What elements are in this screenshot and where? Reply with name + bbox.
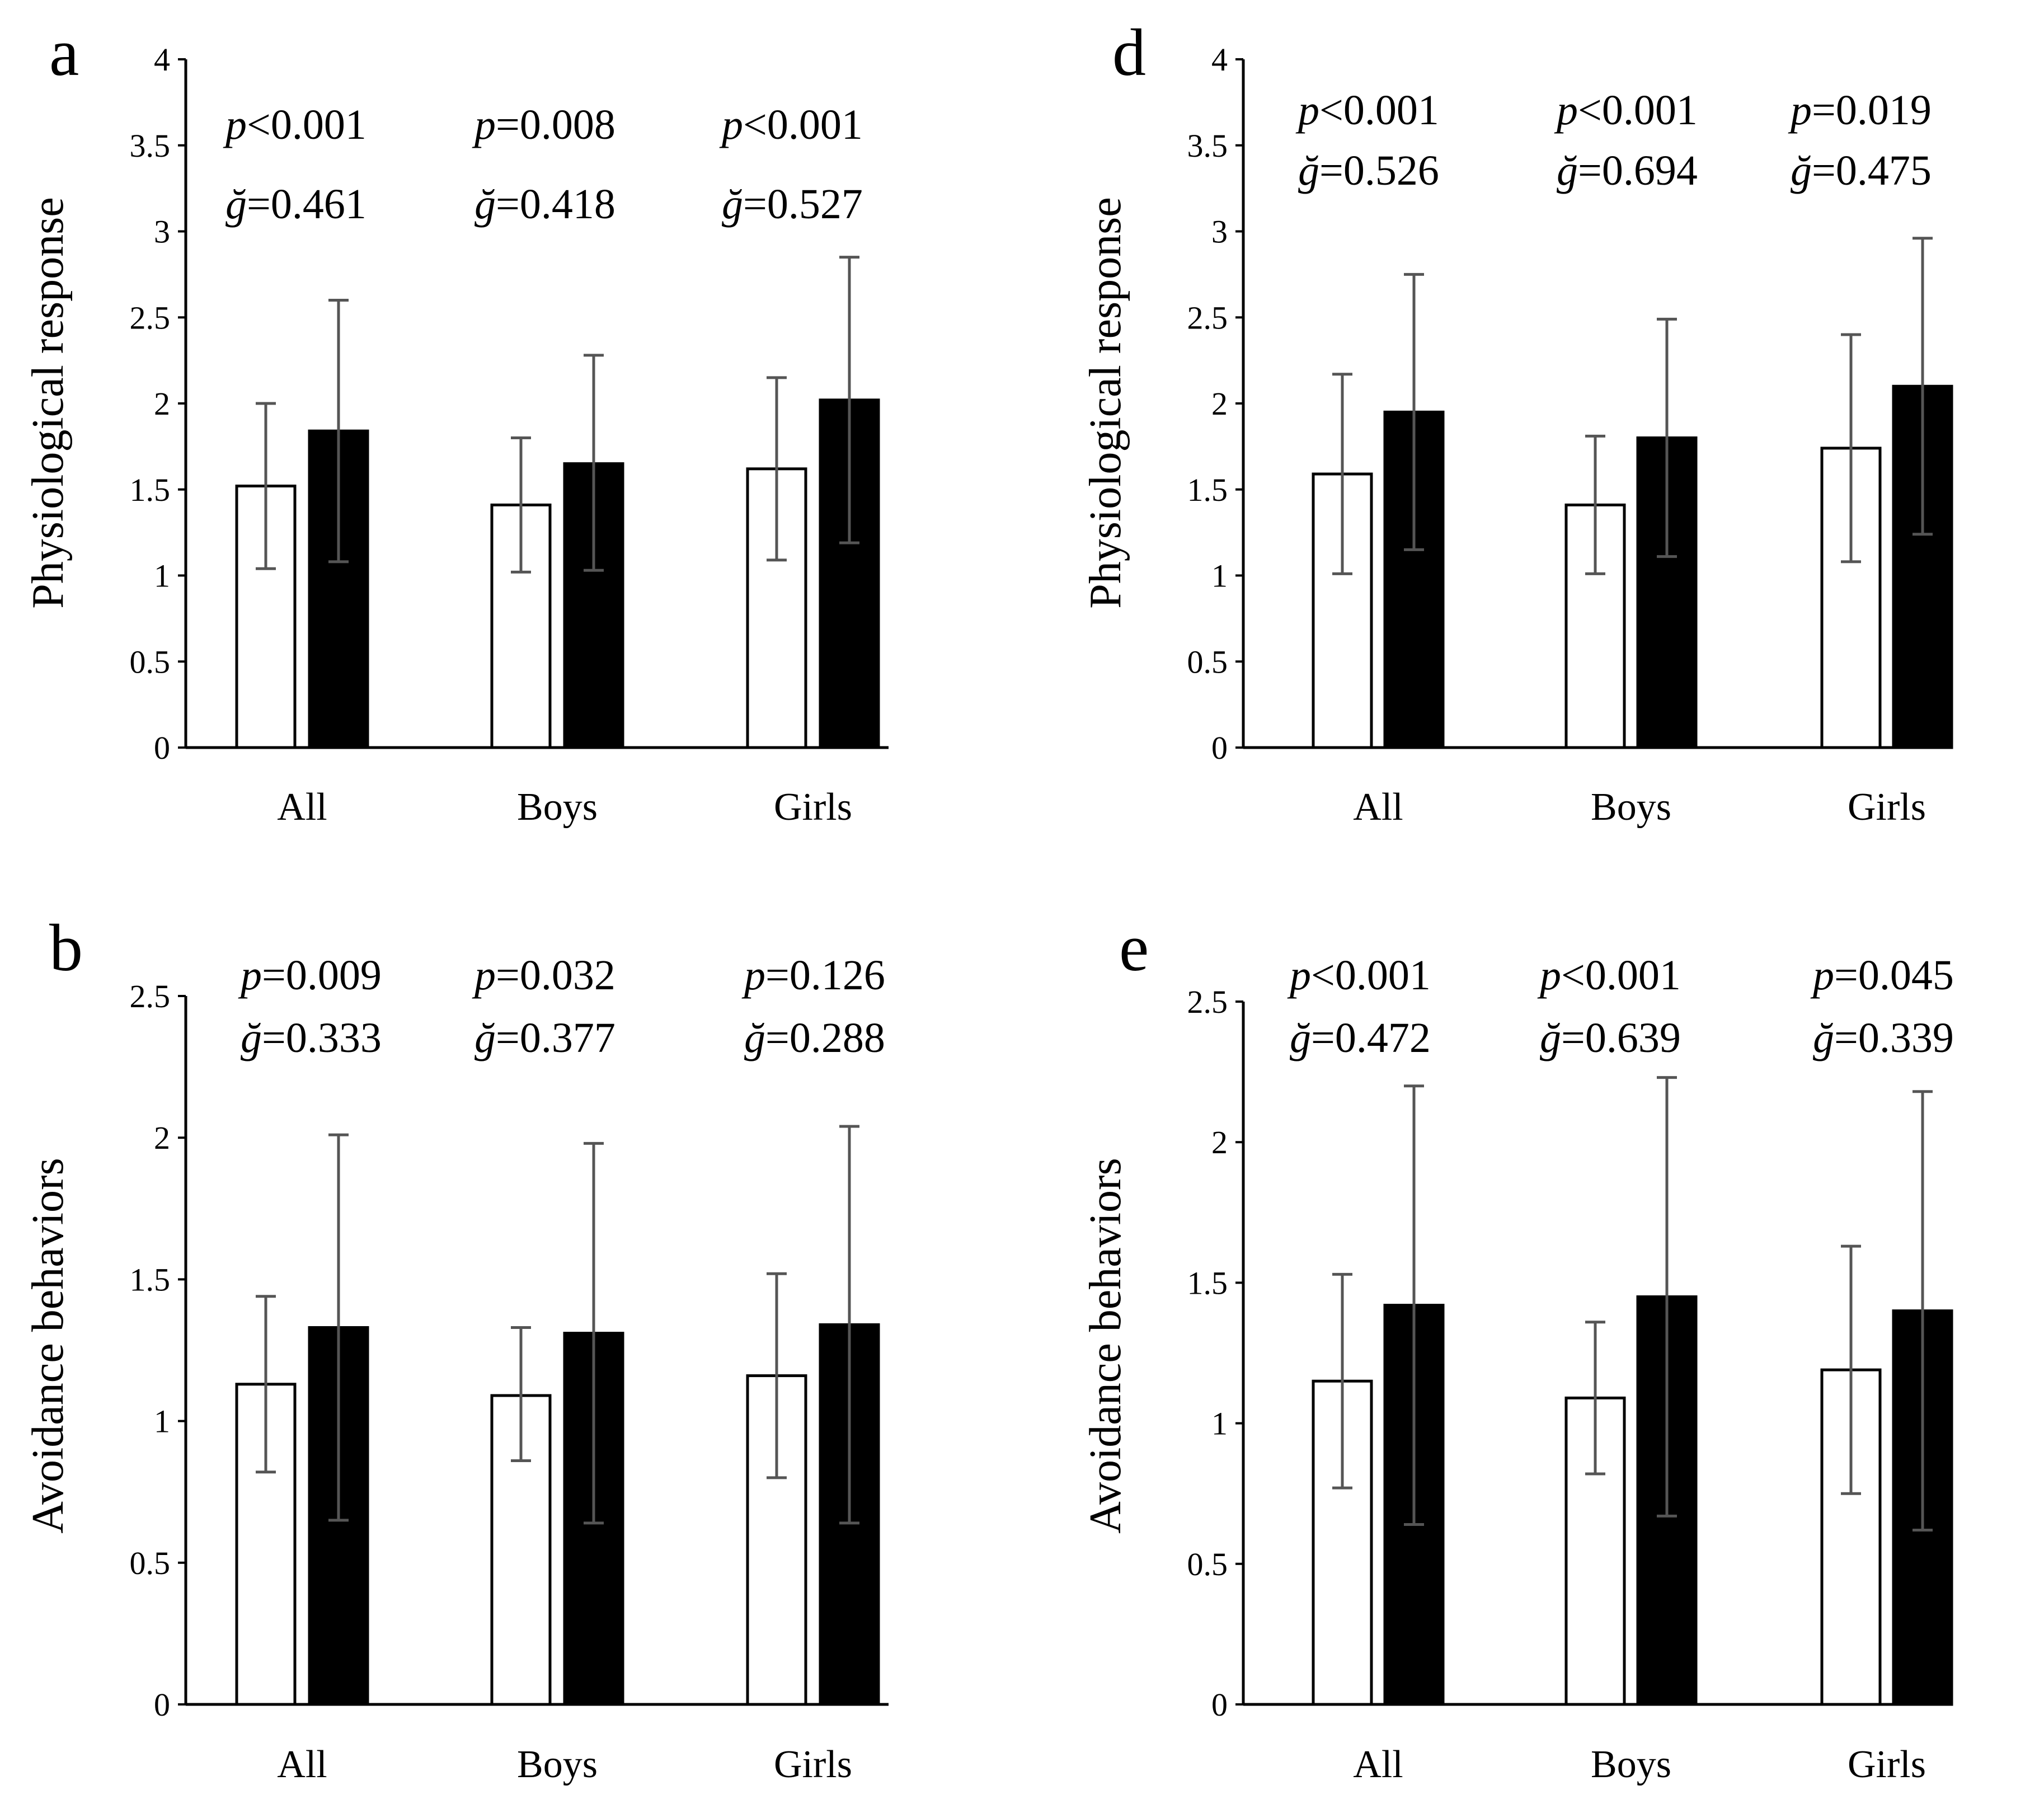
y-tick-label: 3	[1211, 214, 1228, 250]
chart-panel-b: b Avoidance behaviors 0 0.5 1 1.5 2 2.5 All p=0.0…	[24, 910, 889, 1786]
y-tick-label: 0	[154, 730, 170, 766]
effect-size-label: ğ=0.694	[1557, 147, 1698, 194]
y-tick-label: 4	[1211, 41, 1228, 78]
category-label: Boys	[517, 1743, 598, 1786]
y-tick-label: 0	[1211, 730, 1228, 766]
y-tick-label: 1.5	[130, 1261, 171, 1298]
effect-size-label: ğ=0.333	[241, 1014, 382, 1061]
effect-size-label: ğ=0.475	[1791, 147, 1932, 194]
effect-size-label: ğ=0.527	[722, 181, 863, 228]
y-tick-label: 2.5	[1187, 299, 1228, 336]
y-tick-label: 2.5	[130, 978, 171, 1014]
category-label: Girls	[1848, 1743, 1926, 1786]
p-value-label: p<0.001	[223, 101, 366, 148]
y-tick-label: 2	[1211, 386, 1228, 422]
effect-size-label: ğ=0.639	[1540, 1014, 1681, 1061]
effect-size-label: ğ=0.526	[1298, 147, 1439, 194]
effect-size-label: ğ=0.461	[225, 181, 366, 228]
p-value-label: p<0.001	[1537, 952, 1681, 999]
y-tick-label: 2.5	[130, 299, 171, 336]
effect-size-label: ğ=0.377	[474, 1014, 615, 1061]
y-tick-label: 4	[154, 41, 170, 78]
y-tick-label: 3.5	[1187, 128, 1228, 164]
y-tick-label: 2	[154, 1120, 170, 1156]
effect-size-label: ğ=0.288	[744, 1014, 885, 1061]
p-value-label: p=0.045	[1810, 952, 1954, 999]
effect-size-label: ğ=0.339	[1813, 1014, 1954, 1061]
panel-letter: e	[1119, 910, 1149, 985]
panel-letter: b	[49, 910, 83, 985]
y-tick-label: 1	[1211, 558, 1228, 594]
p-value-label: p<0.001	[719, 101, 863, 148]
p-value-label: p=0.009	[238, 952, 382, 999]
category-label: Boys	[517, 786, 598, 829]
y-axis-title: Physiological response	[1081, 197, 1130, 608]
y-tick-label: 0	[1211, 1686, 1228, 1723]
p-value-label: p<0.001	[1287, 952, 1431, 999]
p-value-label: p=0.126	[741, 952, 885, 999]
y-axis-title: Avoidance behaviors	[1081, 1158, 1130, 1534]
chart-panel-a: a Physiological response 0 0.5 1 1.5 2 2.5 3 3.5 4…	[24, 15, 889, 829]
y-tick-label: 1.5	[130, 472, 171, 508]
panel-letter: d	[1112, 15, 1146, 90]
category-label: All	[1353, 786, 1403, 829]
effect-size-label: ğ=0.472	[1290, 1014, 1431, 1061]
effect-size-label: ğ=0.418	[474, 181, 615, 228]
y-tick-label: 1	[154, 1403, 170, 1440]
chart-panel-d: d Physiological response 0 0.5 1 1.5 2 2.5 3 3.5 4…	[1081, 15, 1953, 829]
y-tick-label: 2	[1211, 1124, 1228, 1161]
y-tick-label: 2	[154, 386, 170, 422]
category-label: Girls	[1848, 786, 1926, 829]
y-axis-title: Avoidance behaviors	[24, 1158, 73, 1534]
y-tick-label: 1.5	[1187, 1265, 1228, 1301]
p-value-label: p<0.001	[1295, 87, 1439, 134]
category-label: Girls	[774, 786, 852, 829]
p-value-label: p=0.019	[1788, 87, 1932, 134]
category-label: Girls	[774, 1743, 852, 1786]
panel-letter: a	[49, 15, 79, 90]
chart-panel-e: e Avoidance behaviors 0 0.5 1 1.5 2 2.5 All p<0.0…	[1081, 910, 1954, 1786]
y-tick-label: 2.5	[1187, 984, 1228, 1020]
y-tick-label: 3	[154, 214, 170, 250]
y-tick-label: 1.5	[1187, 472, 1228, 508]
y-tick-label: 1	[154, 558, 170, 594]
p-value-label: p=0.032	[472, 952, 615, 999]
y-axis-title: Physiological response	[24, 197, 73, 608]
y-tick-label: 0.5	[130, 643, 171, 680]
y-tick-label: 0.5	[1187, 1546, 1228, 1582]
category-label: Boys	[1591, 1743, 1671, 1786]
p-value-label: p=0.008	[472, 101, 615, 148]
category-label: All	[277, 786, 327, 829]
category-label: All	[277, 1743, 327, 1786]
category-label: All	[1353, 1743, 1403, 1786]
y-tick-label: 0.5	[1187, 643, 1228, 680]
y-tick-label: 0.5	[130, 1545, 171, 1581]
y-tick-label: 1	[1211, 1406, 1228, 1442]
category-label: Boys	[1591, 786, 1671, 829]
p-value-label: p<0.001	[1554, 87, 1698, 134]
y-tick-label: 0	[154, 1686, 170, 1723]
y-tick-label: 3.5	[130, 128, 171, 164]
